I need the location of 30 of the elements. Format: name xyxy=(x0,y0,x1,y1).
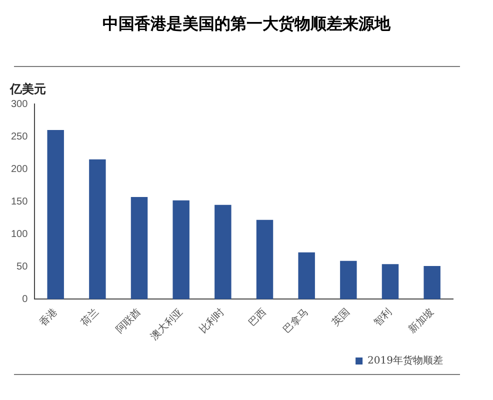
bar xyxy=(130,197,148,300)
legend-label: 2019年货物顺差 xyxy=(368,354,444,367)
x-tick-label: 香港 xyxy=(36,306,60,329)
bar xyxy=(424,266,440,300)
y-tick-label: 0 xyxy=(22,294,28,305)
x-tick-label: 巴拿马 xyxy=(280,306,311,336)
bar xyxy=(214,204,232,300)
x-tick-label: 巴西 xyxy=(246,306,269,329)
x-tick-label: 英国 xyxy=(330,306,352,329)
bar xyxy=(47,130,64,300)
y-tick-label: 100 xyxy=(10,228,28,240)
y-tick-label: 50 xyxy=(16,261,28,272)
y-tick-label: 300 xyxy=(10,98,28,110)
bar xyxy=(340,260,357,300)
y-axis-title: 亿美元 xyxy=(9,82,46,96)
chart-title: 中国香港是美国的第一大货物顺差来源地 xyxy=(102,13,392,34)
bar xyxy=(172,200,190,300)
y-tick-label: 200 xyxy=(10,164,28,175)
x-tick-label: 智利 xyxy=(372,306,394,329)
y-tick-label: 150 xyxy=(10,196,28,208)
bar xyxy=(382,264,399,300)
x-tick-label: 新加坡 xyxy=(406,306,436,336)
bar xyxy=(298,252,315,300)
bar xyxy=(256,220,274,300)
x-tick-label: 比利时 xyxy=(197,306,227,336)
bar xyxy=(89,159,106,300)
y-tick-label: 250 xyxy=(10,131,28,142)
x-tick-label: 阿联酋 xyxy=(114,306,144,336)
x-tick-label: 荷兰 xyxy=(78,306,102,329)
x-tick-label: 澳大利亚 xyxy=(148,306,186,343)
